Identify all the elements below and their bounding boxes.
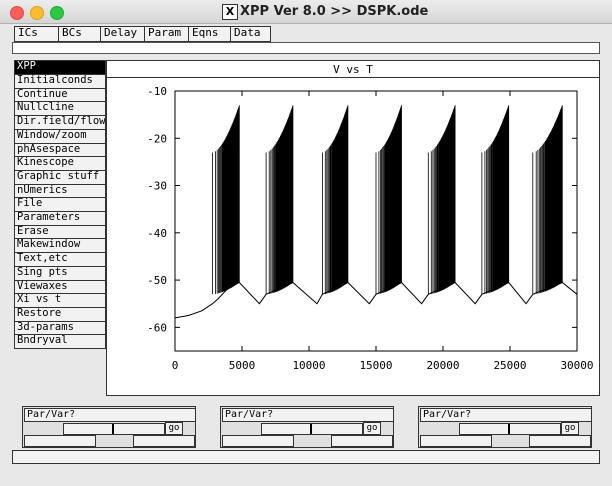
- slider-track[interactable]: [261, 423, 363, 435]
- slider-track[interactable]: [459, 423, 561, 435]
- spike-burst: [265, 105, 294, 295]
- y-tick-label: -10: [147, 85, 167, 98]
- slider-low-field[interactable]: [420, 435, 492, 447]
- y-tick-label: -60: [147, 321, 167, 334]
- y-tick-label: -50: [147, 274, 167, 287]
- slider-knob[interactable]: [508, 424, 510, 434]
- slider-go-button[interactable]: go: [363, 422, 381, 435]
- bcs-button[interactable]: BCs: [58, 26, 101, 42]
- param-slider-2: Par/Var? go: [220, 406, 394, 448]
- slider-label[interactable]: Par/Var?: [420, 408, 592, 422]
- slider-high-field[interactable]: [133, 435, 195, 447]
- menu-item-bndryval[interactable]: Bndryval: [14, 334, 106, 350]
- plot-title: V vs T: [333, 63, 373, 76]
- slider-high-field[interactable]: [529, 435, 591, 447]
- x-tick-label: 30000: [560, 359, 593, 372]
- param-button[interactable]: Param: [144, 26, 189, 42]
- command-input-bar[interactable]: [12, 42, 600, 54]
- close-window-button[interactable]: [10, 6, 24, 20]
- x-tick-label: 0: [172, 359, 179, 372]
- slider-go-button[interactable]: go: [561, 422, 579, 435]
- spike-burst: [375, 105, 402, 295]
- v-vs-t-chart[interactable]: 0 5000 10000 15000 20000 25000 30000 -10 -20 -30 -…: [107, 79, 599, 395]
- plot-window[interactable]: V vs T 0 5000 10000 15000 20000 25000 30000 -10…: [106, 60, 600, 396]
- ics-button[interactable]: ICs: [14, 26, 59, 42]
- message-bar: [12, 54, 600, 58]
- menu-item-erase[interactable]: Erase: [14, 224, 106, 240]
- slider-label[interactable]: Par/Var?: [222, 408, 394, 422]
- x-tick-label: 5000: [229, 359, 256, 372]
- x-tick-label: 25000: [493, 359, 526, 372]
- slider-high-field[interactable]: [331, 435, 393, 447]
- param-slider-1: Par/Var? go: [22, 406, 196, 448]
- param-slider-3: Par/Var? go: [418, 406, 592, 448]
- y-tick-label: -20: [147, 132, 167, 145]
- x-tick-label: 20000: [426, 359, 459, 372]
- spike-burst: [532, 105, 563, 295]
- slider-knob[interactable]: [112, 424, 114, 434]
- delay-button[interactable]: Delay: [100, 26, 145, 42]
- slider-low-field[interactable]: [222, 435, 294, 447]
- y-tick-label: -30: [147, 180, 167, 193]
- x-tick-label: 10000: [292, 359, 325, 372]
- x11-icon: X: [222, 4, 238, 20]
- minimize-window-button[interactable]: [30, 6, 44, 20]
- status-bar: [12, 450, 600, 464]
- y-tick-label: -40: [147, 227, 167, 240]
- slider-label[interactable]: Par/Var?: [24, 408, 196, 422]
- slider-go-button[interactable]: go: [165, 422, 183, 435]
- slider-knob[interactable]: [310, 424, 312, 434]
- spike-burst: [322, 105, 349, 295]
- data-button[interactable]: Data: [230, 26, 271, 42]
- slider-low-field[interactable]: [24, 435, 96, 447]
- spike-burst: [212, 105, 240, 295]
- slider-track[interactable]: [63, 423, 165, 435]
- spike-burst: [427, 105, 456, 295]
- spike-burst: [481, 105, 510, 295]
- eqns-button[interactable]: Eqns: [188, 26, 231, 42]
- title-bar: X XPP Ver 8.0 >> DSPK.ode: [0, 0, 612, 24]
- plot-title-divider: [107, 77, 599, 78]
- x-tick-label: 15000: [359, 359, 392, 372]
- menu-header: XPP: [14, 60, 106, 75]
- window-title: XPP Ver 8.0 >> DSPK.ode: [240, 4, 429, 19]
- zoom-window-button[interactable]: [50, 6, 64, 20]
